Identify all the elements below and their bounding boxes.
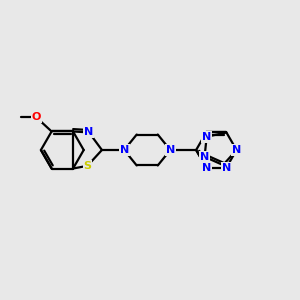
Text: N: N bbox=[202, 163, 211, 172]
Text: N: N bbox=[120, 145, 129, 155]
Text: O: O bbox=[32, 112, 41, 122]
Text: N: N bbox=[84, 128, 94, 137]
Text: N: N bbox=[222, 163, 231, 172]
Text: S: S bbox=[83, 161, 92, 171]
Text: N: N bbox=[166, 145, 175, 155]
Text: N: N bbox=[200, 152, 209, 162]
Text: N: N bbox=[232, 145, 241, 155]
Text: N: N bbox=[202, 132, 211, 142]
